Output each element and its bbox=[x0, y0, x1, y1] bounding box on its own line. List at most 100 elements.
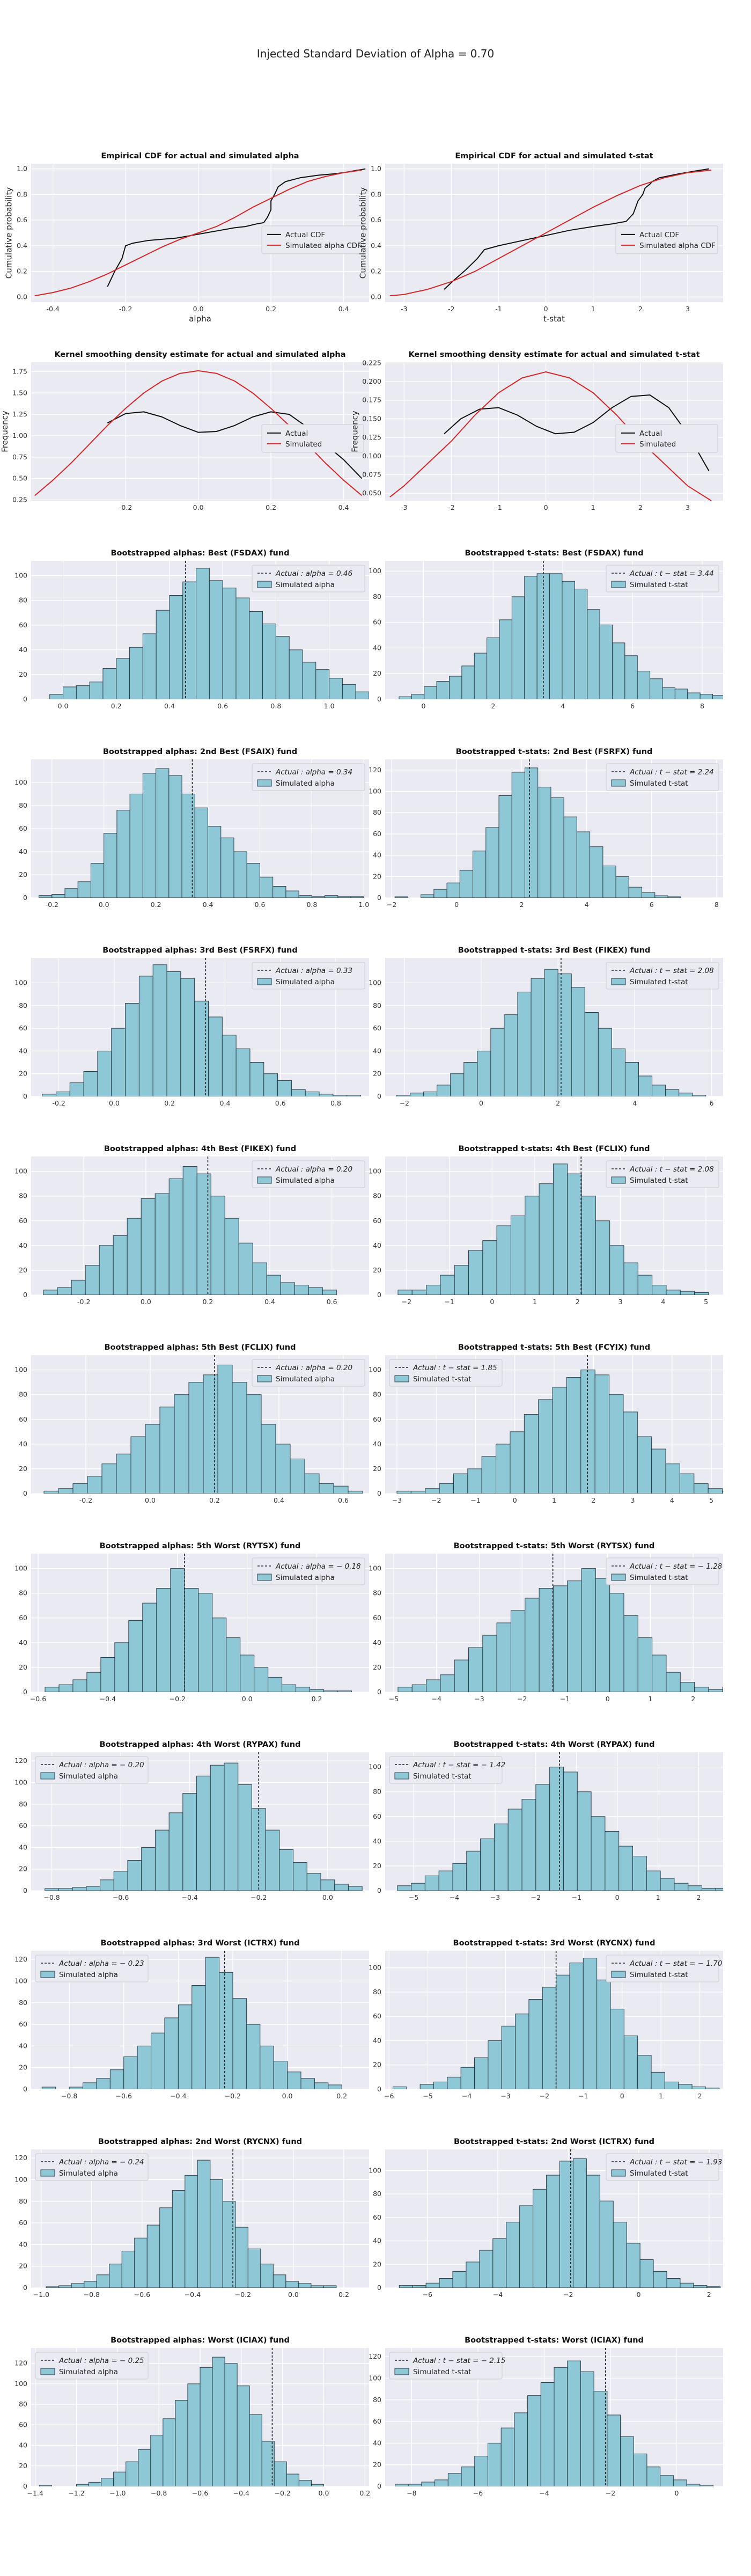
x-tick-label: −0.2 bbox=[225, 2092, 241, 2100]
x-tick-label: −0.4 bbox=[170, 2092, 186, 2100]
histogram-bar bbox=[251, 1808, 266, 1891]
y-tick-label: 0.6 bbox=[17, 216, 27, 224]
histogram-bar bbox=[217, 1364, 233, 1494]
histogram-bar bbox=[567, 1580, 582, 1692]
y-tick-label: 0 bbox=[23, 2284, 27, 2292]
histogram-bar bbox=[492, 2238, 507, 2288]
x-tick-label: −0.6 bbox=[116, 2092, 132, 2100]
legend-label-simulated: Simulated alpha bbox=[276, 1176, 335, 1185]
histogram-bar bbox=[708, 1689, 723, 1692]
chart-22: Bootstrapped alphas: Worst (ICIAX) fund −… bbox=[14, 2336, 370, 2497]
y-tick-label: 120 bbox=[14, 1955, 27, 1963]
plot-marks bbox=[394, 759, 681, 898]
histogram-bar bbox=[200, 2367, 213, 2486]
histogram-bar bbox=[411, 693, 425, 699]
histogram-bar bbox=[510, 1431, 525, 1494]
histogram-bar bbox=[280, 1282, 295, 1295]
histogram-bar bbox=[275, 636, 290, 699]
histogram-bar bbox=[96, 2078, 111, 2089]
histogram-bar bbox=[651, 1448, 666, 1494]
histogram-bar bbox=[666, 1672, 681, 1692]
legend-label-simulated: Simulated alpha bbox=[276, 1375, 335, 1384]
y-axis-label: Frequency bbox=[0, 411, 10, 452]
y-tick-label: 20 bbox=[19, 670, 27, 678]
histogram-bar bbox=[452, 2271, 467, 2288]
legend-label-actual: Actual : alpha = − 0.24 bbox=[58, 2158, 144, 2167]
histogram-bar bbox=[421, 894, 435, 898]
histogram-bar bbox=[141, 1847, 156, 1891]
y-tick-label: 0 bbox=[377, 894, 381, 902]
chart-title: Bootstrapped t-stats: Best (FSDAX) fund bbox=[465, 549, 643, 558]
x-tick-label: 0.0 bbox=[109, 1099, 120, 1107]
x-tick-label: −3 bbox=[392, 1496, 402, 1504]
histogram-bar bbox=[293, 1862, 307, 1891]
y-axis-label: Frequency bbox=[350, 411, 360, 452]
y-tick-label: 100 bbox=[369, 1366, 381, 1374]
chart-17: Bootstrapped t-stats: 4th Worst (RYPAX) … bbox=[369, 1740, 723, 1901]
histogram-bar bbox=[653, 2271, 667, 2288]
histogram-bar bbox=[410, 1490, 426, 1494]
x-tick-label: 0.6 bbox=[255, 901, 266, 909]
plot-marks bbox=[43, 1355, 363, 1494]
x-tick-label: −2 bbox=[606, 2489, 615, 2497]
histogram-bar bbox=[440, 1275, 455, 1295]
legend-box bbox=[35, 2153, 149, 2181]
histogram-bar bbox=[395, 2484, 409, 2486]
y-tick-label: 1.75 bbox=[12, 368, 27, 376]
histogram-bar bbox=[196, 1173, 211, 1295]
x-tick-label: 0.4 bbox=[338, 305, 349, 313]
x-tick-label: −1.4 bbox=[27, 2489, 43, 2497]
histogram-bar bbox=[63, 686, 77, 699]
x-tick-label: 0.2 bbox=[312, 1695, 322, 1703]
histogram-bar bbox=[626, 2243, 640, 2288]
legend-label-actual: Actual : alpha = − 0.25 bbox=[58, 2357, 144, 2365]
histogram-bar bbox=[567, 2360, 581, 2486]
histogram-bar bbox=[595, 1220, 610, 1295]
histogram-bar bbox=[665, 1463, 680, 1494]
histogram-bar bbox=[42, 1094, 56, 1096]
histogram-bar bbox=[121, 2250, 135, 2288]
histogram-bar bbox=[397, 1687, 413, 1692]
series-line-0 bbox=[444, 168, 709, 290]
histogram-bar bbox=[198, 1593, 213, 1692]
histogram-bar bbox=[438, 1870, 453, 1891]
histogram-bar bbox=[334, 1884, 349, 1891]
chart-title: Bootstrapped t-stats: 3rd Best (FIKEX) f… bbox=[458, 946, 651, 955]
histogram-bar bbox=[691, 2086, 706, 2089]
histogram-bar bbox=[577, 1791, 592, 1891]
histogram-bar bbox=[249, 2414, 262, 2486]
legend-box bbox=[35, 1756, 149, 1784]
histogram-bar bbox=[702, 1887, 716, 1891]
histogram-bar bbox=[84, 2281, 97, 2288]
histogram-bar bbox=[397, 1885, 412, 1891]
histogram-bar bbox=[660, 2475, 674, 2486]
histogram-bar bbox=[411, 1290, 427, 1295]
y-tick-label: 0.2 bbox=[17, 267, 27, 275]
plot-marks bbox=[46, 2149, 337, 2288]
x-tick-label: 4 bbox=[632, 1099, 637, 1107]
plot-marks bbox=[43, 1157, 337, 1295]
y-tick-label: 80 bbox=[373, 1192, 381, 1200]
x-tick-label: 0.0 bbox=[58, 702, 69, 710]
y-tick-label: 100 bbox=[369, 2374, 381, 2382]
x-tick-label: 1 bbox=[656, 1893, 660, 1901]
x-tick-label: −1 bbox=[560, 1695, 570, 1703]
histogram-bar bbox=[101, 1463, 117, 1494]
chart-title: Bootstrapped t-stats: 2nd Worst (ICTRX) … bbox=[454, 2138, 654, 2146]
x-tick-label: 0.0 bbox=[145, 1496, 156, 1504]
legend-label-simulated: Simulated t-stat bbox=[630, 2169, 688, 2178]
histogram-bar bbox=[468, 1647, 483, 1692]
y-tick-label: 20 bbox=[19, 870, 27, 879]
histogram-bar bbox=[467, 1468, 482, 1494]
x-tick-label: 4 bbox=[670, 1496, 674, 1504]
histogram-bar bbox=[576, 831, 591, 898]
histogram-bar bbox=[83, 2082, 97, 2089]
histogram-bar bbox=[628, 887, 643, 898]
histogram-bar bbox=[210, 1765, 225, 1891]
histogram-bar bbox=[142, 633, 157, 699]
histogram-bar bbox=[188, 1382, 204, 1494]
histogram-bar bbox=[586, 2175, 600, 2288]
x-tick-label: 0.2 bbox=[336, 2092, 347, 2100]
histogram-bar bbox=[426, 1679, 441, 1692]
legend-box bbox=[35, 1955, 149, 1982]
